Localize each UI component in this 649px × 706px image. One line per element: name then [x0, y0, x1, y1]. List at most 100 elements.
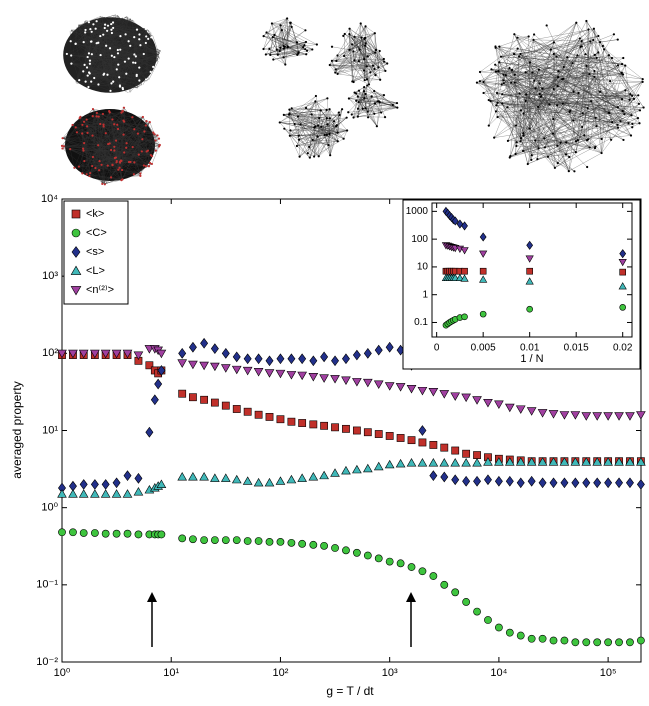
marker-triangle-up	[342, 467, 351, 475]
marker-triangle-down	[320, 375, 329, 383]
marker-diamond	[528, 476, 535, 486]
network-node	[556, 145, 558, 147]
marker-triangle-down	[331, 375, 340, 383]
network-node	[337, 140, 339, 142]
network-node	[637, 117, 639, 119]
network-node	[123, 151, 125, 153]
network-node	[272, 36, 274, 38]
network-node	[613, 33, 615, 35]
network-edge	[330, 65, 336, 73]
network-node	[519, 53, 521, 55]
marker-diamond	[637, 480, 644, 490]
x-tick-label: 0.02	[613, 343, 633, 354]
network-node	[363, 58, 365, 60]
network-node	[489, 100, 491, 102]
network-node	[159, 55, 161, 57]
marker-circle	[626, 639, 633, 646]
network-node	[529, 61, 531, 63]
arrows	[147, 592, 416, 647]
network-node	[562, 102, 564, 104]
network-node	[553, 88, 555, 90]
network-node	[597, 51, 599, 53]
network-node	[611, 57, 613, 59]
y-tick-label: 0.1	[414, 317, 428, 328]
network-node	[638, 103, 640, 105]
network-node	[61, 137, 63, 139]
network-node	[283, 128, 285, 130]
network-node	[125, 33, 127, 35]
network-node	[279, 24, 281, 26]
marker-circle	[113, 530, 120, 537]
network-node	[555, 56, 557, 58]
network-node	[158, 59, 160, 61]
marker-circle	[80, 529, 87, 536]
network-node	[124, 61, 126, 63]
network-node	[83, 64, 85, 66]
marker-triangle-up	[254, 478, 263, 486]
network-node	[70, 63, 72, 65]
network-node	[581, 40, 583, 42]
network-node	[90, 80, 92, 82]
network-node	[638, 122, 640, 124]
marker-square	[386, 432, 393, 439]
marker-square	[430, 441, 437, 448]
network-node	[583, 134, 585, 136]
marker-circle	[495, 624, 502, 631]
network-node	[367, 55, 369, 57]
network-node	[151, 163, 153, 165]
network-node	[531, 154, 533, 156]
network-node	[384, 70, 386, 72]
network-node	[396, 102, 398, 104]
network-node	[359, 48, 361, 50]
network-node	[617, 106, 619, 108]
marker-diamond	[222, 348, 229, 358]
network-node	[111, 32, 113, 34]
marker-square	[527, 268, 533, 274]
network-node	[575, 22, 577, 24]
network-node	[585, 65, 587, 67]
network-node	[110, 29, 112, 31]
network-node	[272, 58, 274, 60]
marker-triangle-down	[265, 370, 274, 378]
network-node	[125, 73, 127, 75]
network-node	[89, 172, 91, 174]
network-node	[568, 170, 570, 172]
network-node	[74, 82, 76, 84]
marker-diamond	[550, 478, 557, 488]
marker-circle	[342, 547, 349, 554]
legend-label: <k>	[86, 208, 104, 220]
y-tick-label: 10⁻¹	[36, 579, 58, 591]
network-node	[335, 60, 337, 62]
marker-circle	[158, 531, 165, 538]
marker-triangle-down	[396, 383, 405, 391]
network-node	[497, 70, 499, 72]
network-node	[386, 62, 388, 64]
marker-diamond	[91, 480, 98, 490]
network-node	[143, 164, 145, 166]
network-node	[78, 79, 80, 81]
network-node	[351, 113, 353, 115]
marker-diamond	[102, 480, 109, 490]
network-node	[363, 97, 365, 99]
network-node	[113, 146, 115, 148]
network-node	[600, 152, 602, 154]
network-node	[143, 53, 145, 55]
network-node	[348, 33, 350, 35]
marker-triangle-down	[429, 388, 438, 396]
network-node	[502, 74, 504, 76]
network-node	[374, 74, 376, 76]
marker-circle	[331, 544, 338, 551]
network-node	[109, 47, 111, 49]
network-node	[89, 63, 91, 65]
network-node	[71, 124, 73, 126]
network-node	[115, 140, 117, 142]
network-node	[520, 137, 522, 139]
x-tick-label: 10⁴	[490, 667, 507, 679]
network-node	[116, 68, 118, 70]
network-node	[86, 125, 88, 127]
network-node	[383, 94, 385, 96]
marker-diamond	[299, 354, 306, 364]
network-node	[151, 33, 153, 35]
network-node	[367, 116, 369, 118]
network-node	[315, 95, 317, 97]
